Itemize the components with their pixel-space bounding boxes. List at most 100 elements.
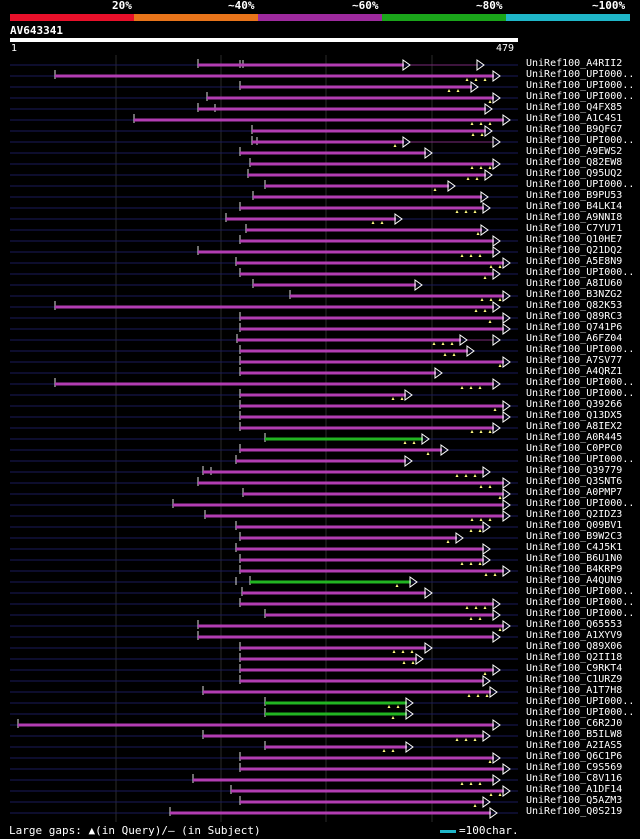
hit-link[interactable]: UniRef100_Q2II18 <box>526 652 623 663</box>
hit-row <box>10 356 518 368</box>
hit-link[interactable]: UniRef100_B4LKI4 <box>526 201 623 212</box>
hit-arrow <box>394 213 403 225</box>
hit-link[interactable]: UniRef100_UPI000.. <box>526 69 635 80</box>
hit-link[interactable]: UniRef100_B9W2C3 <box>526 531 623 542</box>
hit-link[interactable]: UniRef100_UPI000.. <box>526 586 635 597</box>
gap-marker <box>447 89 451 92</box>
hit-segment <box>240 679 484 683</box>
hit-segment <box>250 162 494 166</box>
hit-link[interactable]: UniRef100_A1DF14 <box>526 784 623 795</box>
gap-marker <box>455 738 459 741</box>
scale-swatch <box>440 829 456 833</box>
hit-link[interactable]: UniRef100_A4QRZ1 <box>526 366 623 377</box>
gap-marker <box>480 133 484 136</box>
hit-link[interactable]: UniRef100_UPI000.. <box>526 91 635 102</box>
hit-link[interactable]: UniRef100_Q95UQ2 <box>526 168 623 179</box>
hit-row <box>10 202 518 214</box>
hit-row <box>10 631 518 643</box>
hit-link[interactable]: UniRef100_UPI000.. <box>526 388 635 399</box>
hit-link[interactable]: UniRef100_Q13DX5 <box>526 410 623 421</box>
hit-arrow <box>484 103 493 115</box>
hit-link[interactable]: UniRef100_B3NZG2 <box>526 289 623 300</box>
hit-link[interactable]: UniRef100_A0R445 <box>526 432 623 443</box>
hit-link[interactable]: UniRef100_C9RKT4 <box>526 663 623 674</box>
hit-link[interactable]: UniRef100_B6U1N0 <box>526 553 623 564</box>
hit-link[interactable]: UniRef100_A8IU60 <box>526 278 623 289</box>
hit-link[interactable]: UniRef100_Q10HE7 <box>526 234 623 245</box>
hit-arrow <box>502 565 511 577</box>
hit-link[interactable]: UniRef100_B9QFG7 <box>526 124 623 135</box>
hit-segment <box>290 294 504 298</box>
hit-link[interactable]: UniRef100_Q82K53 <box>526 300 623 311</box>
hit-link[interactable]: UniRef100_UPI000.. <box>526 597 635 608</box>
hit-link[interactable]: UniRef100_A5E8N9 <box>526 256 623 267</box>
hit-segment <box>237 338 461 342</box>
gap-marker <box>464 474 468 477</box>
hit-link[interactable]: UniRef100_C4J5K1 <box>526 542 623 553</box>
gap-marker <box>466 177 470 180</box>
hit-link[interactable]: UniRef100_Q5AZM3 <box>526 795 623 806</box>
hit-link[interactable]: UniRef100_UPI000.. <box>526 707 635 718</box>
hit-link[interactable]: UniRef100_A7SV77 <box>526 355 623 366</box>
hit-row <box>10 125 518 137</box>
hit-link[interactable]: UniRef100_B4KRP9 <box>526 564 623 575</box>
hit-link[interactable]: UniRef100_B9PU53 <box>526 190 623 201</box>
hit-link[interactable]: UniRef100_B5ILW8 <box>526 729 623 740</box>
gap-marker <box>387 705 391 708</box>
hit-row <box>10 543 518 555</box>
hit-arrow <box>489 686 498 698</box>
hit-link[interactable]: UniRef100_Q3SNT6 <box>526 476 623 487</box>
hit-link[interactable]: UniRef100_A1T7H8 <box>526 685 623 696</box>
hit-link[interactable]: UniRef100_A0PMP7 <box>526 487 623 498</box>
hit-link[interactable]: UniRef100_UPI000.. <box>526 608 635 619</box>
hit-link[interactable]: UniRef100_A1C4S1 <box>526 113 623 124</box>
hit-link[interactable]: UniRef100_A1XYV9 <box>526 630 623 641</box>
hit-segment <box>170 811 491 815</box>
hit-link[interactable]: UniRef100_A2IAS5 <box>526 740 623 751</box>
hit-link[interactable]: UniRef100_A8IEX2 <box>526 421 623 432</box>
hit-link[interactable]: UniRef100_UPI000.. <box>526 498 635 509</box>
hit-link[interactable]: UniRef100_UPI000.. <box>526 267 635 278</box>
hit-link[interactable]: UniRef100_A9EWS2 <box>526 146 623 157</box>
hit-link[interactable]: UniRef100_Q741P6 <box>526 322 623 333</box>
hit-link[interactable]: UniRef100_A4QUN9 <box>526 575 623 586</box>
hit-link[interactable]: UniRef100_UPI000.. <box>526 454 635 465</box>
hit-link[interactable]: UniRef100_Q89RC3 <box>526 311 623 322</box>
hit-link[interactable]: UniRef100_C6R2J0 <box>526 718 623 729</box>
hit-segment <box>240 151 426 155</box>
hit-link[interactable]: UniRef100_C1URZ9 <box>526 674 623 685</box>
hit-link[interactable]: UniRef100_UPI000.. <box>526 377 635 388</box>
hit-link[interactable]: UniRef100_Q21DQ2 <box>526 245 623 256</box>
hit-link[interactable]: UniRef100_A4RII2 <box>526 58 623 69</box>
hit-segment <box>198 481 504 485</box>
hit-link[interactable]: UniRef100_Q2IDZ3 <box>526 509 623 520</box>
hit-link[interactable]: UniRef100_C7YU71 <box>526 223 623 234</box>
hit-arrow <box>502 620 511 632</box>
hit-row <box>10 455 518 467</box>
gap-marker <box>460 562 464 565</box>
hit-link[interactable]: UniRef100_Q39779 <box>526 465 623 476</box>
hit-link[interactable]: UniRef100_Q4FX85 <box>526 102 623 113</box>
hit-arrow <box>502 257 511 269</box>
hit-link[interactable]: UniRef100_C0PPC0 <box>526 443 623 454</box>
hit-link[interactable]: UniRef100_C8V116 <box>526 773 623 784</box>
hit-link[interactable]: UniRef100_C9S569 <box>526 762 623 773</box>
hit-link[interactable]: UniRef100_Q89X06 <box>526 641 623 652</box>
hit-link[interactable]: UniRef100_UPI000.. <box>526 179 635 190</box>
hit-link[interactable]: UniRef100_UPI000.. <box>526 80 635 91</box>
hit-link[interactable]: UniRef100_UPI000.. <box>526 344 635 355</box>
hit-link[interactable]: UniRef100_Q39266 <box>526 399 623 410</box>
hit-link[interactable]: UniRef100_Q6C1P6 <box>526 751 623 762</box>
hit-link[interactable]: UniRef100_Q0S219 <box>526 806 623 817</box>
hit-segment <box>240 415 504 419</box>
gap-marker <box>464 738 468 741</box>
hit-link[interactable]: UniRef100_A9NNI8 <box>526 212 623 223</box>
hit-link[interactable]: UniRef100_UPI000.. <box>526 696 635 707</box>
hit-segment <box>207 96 494 100</box>
hit-link[interactable]: UniRef100_Q82EW8 <box>526 157 623 168</box>
hit-link[interactable]: UniRef100_A6FZ04 <box>526 333 623 344</box>
hit-link[interactable]: UniRef100_Q65553 <box>526 619 623 630</box>
hit-link[interactable]: UniRef100_Q09BV1 <box>526 520 623 531</box>
hit-segment <box>265 184 449 188</box>
hit-link[interactable]: UniRef100_UPI000.. <box>526 135 635 146</box>
